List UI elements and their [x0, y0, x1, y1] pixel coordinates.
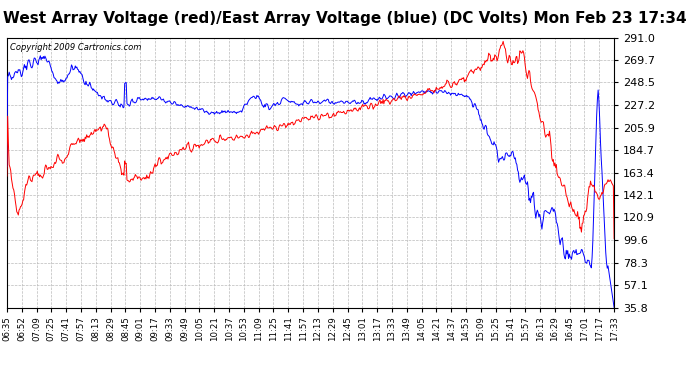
Text: West Array Voltage (red)/East Array Voltage (blue) (DC Volts) Mon Feb 23 17:34: West Array Voltage (red)/East Array Volt… — [3, 11, 687, 26]
Text: Copyright 2009 Cartronics.com: Copyright 2009 Cartronics.com — [10, 43, 141, 52]
